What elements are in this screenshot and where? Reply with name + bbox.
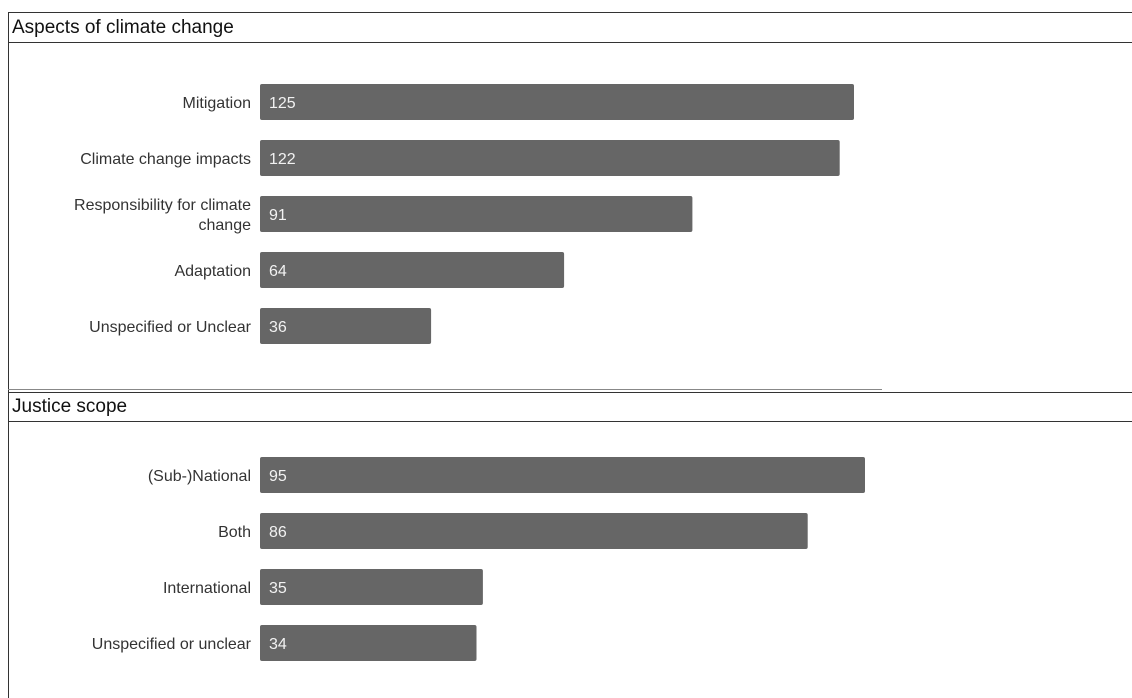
bar-chart-justice-scope: 95 (Sub-)National 86 Both 35 International 34 U… bbox=[92, 457, 865, 661]
scope-value-label-3: 34 bbox=[269, 636, 287, 653]
scope-category-label-2: International bbox=[163, 580, 251, 597]
scope-bar-0 bbox=[260, 457, 865, 493]
aspects-value-label-0: 125 bbox=[269, 95, 296, 112]
aspects-category-label-3: Adaptation bbox=[174, 263, 251, 280]
scope-value-label-1: 86 bbox=[269, 524, 287, 541]
aspects-bar-0 bbox=[260, 84, 854, 120]
bar-chart-aspects: 125 Mitigation 122 Climate change impacts 91… bbox=[74, 84, 854, 344]
scope-value-label-2: 35 bbox=[269, 580, 287, 597]
chart-title-aspects: Aspects of climate change bbox=[9, 13, 1132, 43]
scope-category-label-0: (Sub-)National bbox=[148, 468, 251, 485]
aspects-value-label-2: 91 bbox=[269, 207, 287, 224]
chart-panel-aspects: Aspects of climate change 125 Mitigation 1… bbox=[8, 12, 1132, 392]
chart-panel-justice-scope: Justice scope 95 (Sub-)National 86 Both 35 In… bbox=[8, 392, 1132, 698]
panel-divider-border bbox=[8, 392, 1132, 393]
scope-category-label-1: Both bbox=[218, 524, 251, 541]
aspects-bar-4 bbox=[260, 308, 432, 344]
aspects-category-label-1: Climate change impacts bbox=[80, 151, 251, 168]
aspects-bar-3 bbox=[260, 252, 565, 288]
scope-value-label-0: 95 bbox=[269, 468, 287, 485]
aspects-category-label-4: Unspecified or Unclear bbox=[89, 319, 252, 336]
chart-title-justice-scope: Justice scope bbox=[9, 392, 1132, 422]
scope-bar-1 bbox=[260, 513, 808, 549]
panel-divider-line bbox=[8, 389, 882, 390]
aspects-bar-1 bbox=[260, 140, 840, 176]
scope-category-label-3: Unspecified or unclear bbox=[92, 636, 252, 653]
aspects-category-label-0: Mitigation bbox=[183, 95, 251, 112]
aspects-category-label-2: Responsibility for climate change bbox=[74, 197, 251, 234]
aspects-value-label-4: 36 bbox=[269, 319, 287, 336]
aspects-bar-2 bbox=[260, 196, 693, 232]
aspects-value-label-1: 122 bbox=[269, 151, 296, 168]
scope-bar-3 bbox=[260, 625, 477, 661]
aspects-value-label-3: 64 bbox=[269, 263, 287, 280]
scope-bar-2 bbox=[260, 569, 483, 605]
